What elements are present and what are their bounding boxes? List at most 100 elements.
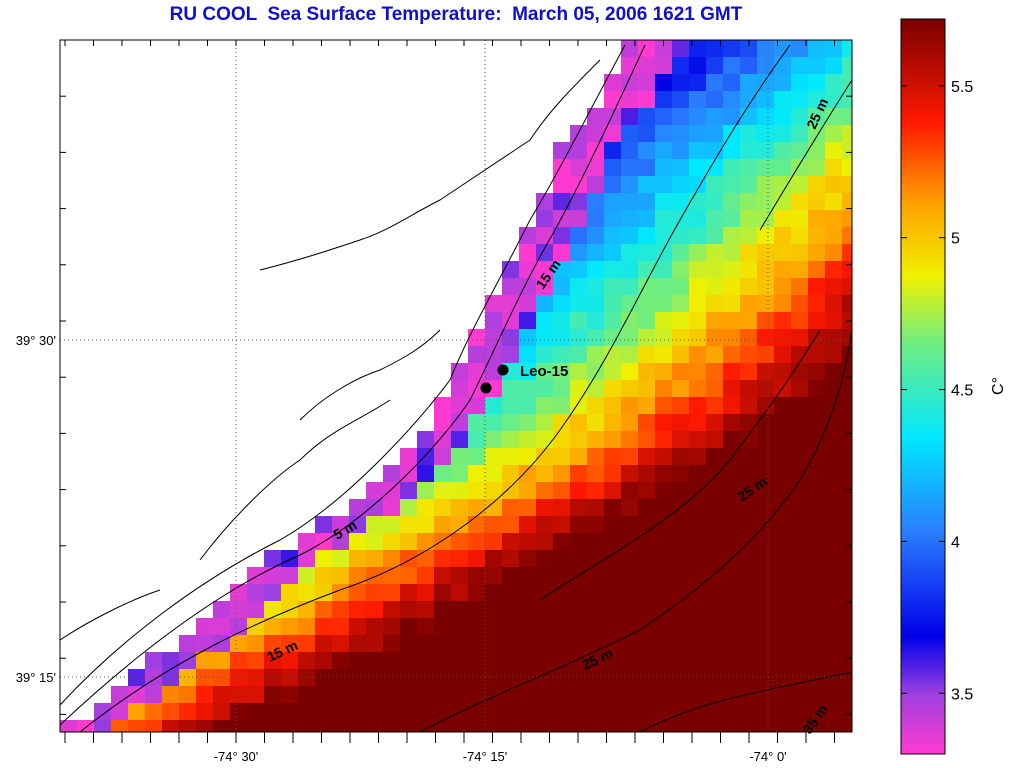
sst-cell (757, 601, 775, 619)
sst-cell (791, 278, 809, 296)
sst-cell (196, 686, 214, 704)
sst-cell (383, 482, 401, 500)
sst-cell (621, 91, 639, 109)
sst-cell (553, 584, 571, 602)
sst-cell (672, 669, 690, 687)
sst-cell (451, 703, 469, 721)
sst-cell (519, 601, 537, 619)
sst-cell (298, 567, 316, 585)
sst-cell (638, 40, 656, 58)
sst-cell (468, 618, 486, 636)
sst-cell (587, 618, 605, 636)
sst-cell (604, 329, 622, 347)
sst-cell (230, 703, 248, 721)
sst-cell (672, 431, 690, 449)
sst-cell (417, 499, 435, 517)
sst-cell (196, 618, 214, 636)
sst-cell (485, 550, 503, 568)
sst-cell (400, 601, 418, 619)
sst-cell (774, 380, 792, 398)
sst-cell (383, 516, 401, 534)
sst-cell (723, 533, 741, 551)
sst-cell (468, 686, 486, 704)
sst-cell (553, 193, 571, 211)
sst-cell (774, 516, 792, 534)
sst-cell (757, 431, 775, 449)
sst-cell (706, 74, 724, 92)
sst-cell (638, 669, 656, 687)
sst-cell (536, 261, 554, 279)
lon-label-7430: -74° 30' (214, 749, 259, 764)
sst-cell (570, 142, 588, 160)
sst-cell (570, 227, 588, 245)
sst-cell (621, 431, 639, 449)
sst-cell (638, 584, 656, 602)
sst-cell (672, 448, 690, 466)
sst-cell (587, 686, 605, 704)
sst-cell (230, 584, 248, 602)
sst-cell (842, 91, 852, 109)
sst-cell (638, 227, 656, 245)
sst-cell (825, 703, 843, 721)
sst-cell (536, 584, 554, 602)
sst-cell (672, 295, 690, 313)
sst-cell (706, 244, 724, 262)
sst-cell (298, 720, 316, 732)
sst-cell (638, 142, 656, 160)
sst-cell (383, 618, 401, 636)
sst-cell (451, 465, 469, 483)
sst-cell (451, 669, 469, 687)
sst-cell (400, 686, 418, 704)
sst-cell (672, 703, 690, 721)
sst-cell (349, 686, 367, 704)
sst-cell (825, 431, 843, 449)
sst-cell (825, 686, 843, 704)
sst-cell (689, 652, 707, 670)
sst-cell (604, 227, 622, 245)
sst-cell (655, 227, 673, 245)
sst-cell (536, 329, 554, 347)
sst-cell (519, 703, 537, 721)
station-marker-leo15 (497, 364, 509, 376)
sst-cell (536, 635, 554, 653)
sst-cell (774, 210, 792, 228)
sst-cell (723, 176, 741, 194)
sst-cell (638, 465, 656, 483)
sst-cell (825, 74, 843, 92)
sst-cell (502, 720, 520, 732)
sst-cell (808, 567, 826, 585)
sst-cell (519, 431, 537, 449)
sst-cell (587, 397, 605, 415)
sst-cell (842, 278, 852, 296)
sst-cell (689, 499, 707, 517)
sst-cell (655, 703, 673, 721)
sst-cell (740, 567, 758, 585)
sst-cell (672, 261, 690, 279)
sst-cell (672, 584, 690, 602)
sst-cell (553, 550, 571, 568)
sst-cell (842, 414, 852, 432)
sst-cell (570, 686, 588, 704)
sst-cell (604, 261, 622, 279)
sst-cell (808, 193, 826, 211)
sst-cell (536, 414, 554, 432)
sst-cell (502, 431, 520, 449)
sst-cell (570, 703, 588, 721)
sst-cell (808, 448, 826, 466)
sst-cell (315, 703, 333, 721)
sst-cell (621, 363, 639, 381)
sst-cell (655, 261, 673, 279)
sst-cell (179, 686, 197, 704)
colorbar-tick-label: 5.5 (951, 79, 973, 96)
sst-cell (468, 448, 486, 466)
sst-cell (757, 244, 775, 262)
sst-cell (485, 618, 503, 636)
sst-cell (825, 448, 843, 466)
sst-cell (825, 499, 843, 517)
sst-cell (672, 465, 690, 483)
sst-cell (349, 550, 367, 568)
sst-cell (740, 57, 758, 75)
sst-cell (791, 363, 809, 381)
sst-cell (536, 210, 554, 228)
sst-cell (587, 278, 605, 296)
